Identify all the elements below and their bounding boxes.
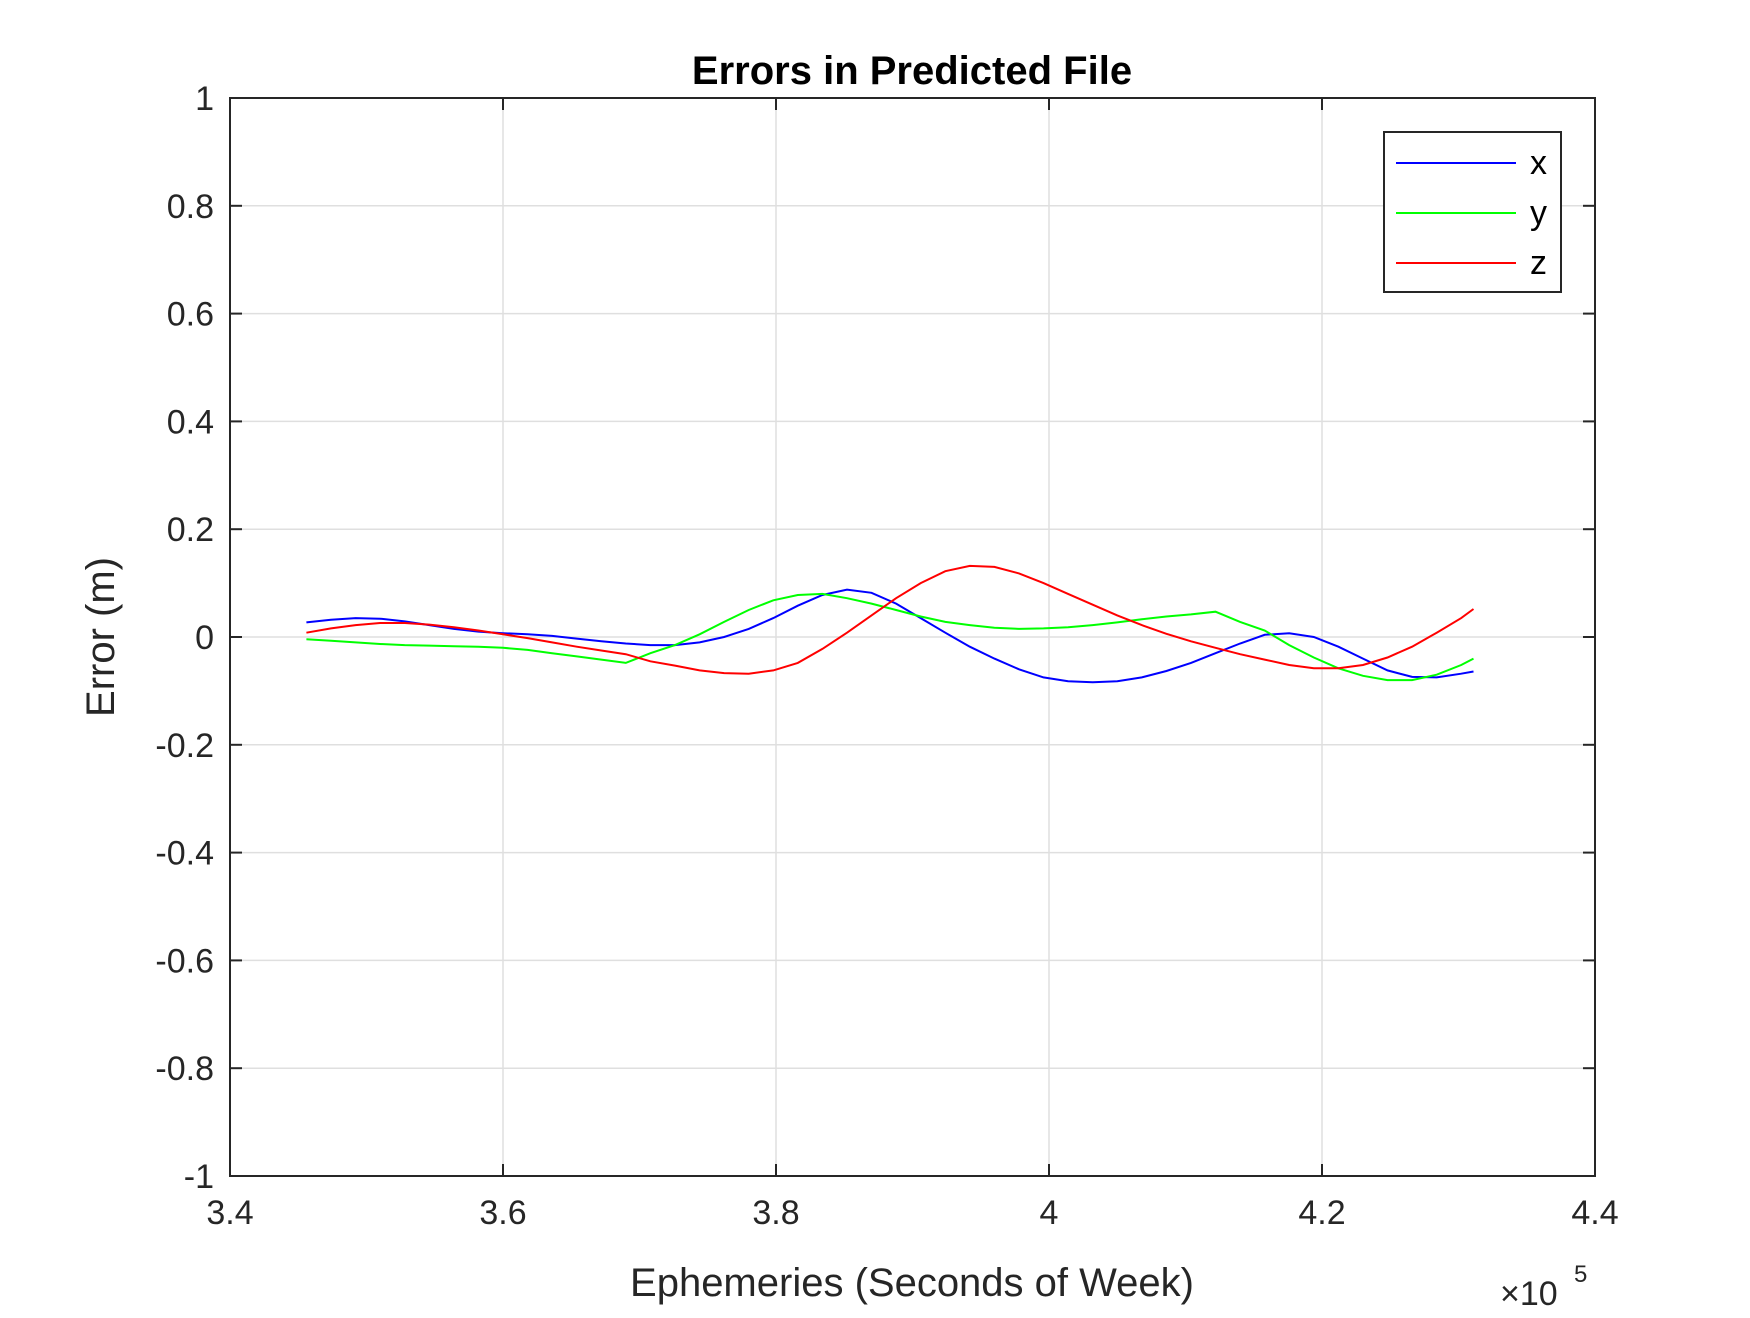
plot-frame [229,97,1596,1177]
x-tick-label: 3.6 [479,1194,526,1232]
x-exponent-base: ×10 [1500,1275,1558,1313]
y-tick-labels: -1 -0.8 -0.6 -0.4 -0.2 0 0.2 0.4 0.6 0.8 1 [155,80,214,1196]
y-tick-label: 0.8 [167,188,214,226]
series-lines [306,564,1475,684]
y-tick-label: -0.8 [155,1050,214,1088]
legend-label-y: y [1530,194,1547,232]
x-tick-label: 4.2 [1298,1194,1345,1232]
series-line-z [306,564,1475,675]
y-tick-label: 0.4 [167,403,214,441]
legend-label-z: z [1530,244,1547,282]
chart-title: Errors in Predicted File [692,49,1132,93]
series-line-y [306,592,1474,682]
x-exponent-power: 5 [1574,1261,1587,1288]
x-tick-label: 3.8 [752,1194,799,1232]
x-axis-label: Ephemeries (Seconds of Week) [630,1261,1194,1305]
y-tick-label: -0.2 [155,727,214,765]
legend-label-x: x [1530,144,1547,182]
y-tick-label: 0.2 [167,511,214,549]
x-exponent: ×10 5 [1500,1261,1587,1313]
y-tick-label: 0.6 [167,296,214,334]
x-tick-label: 4.4 [1571,1194,1618,1232]
series-line-x [306,588,1474,684]
y-axis-label: Error (m) [79,557,123,717]
x-tick-labels: 3.4 3.6 3.8 4 4.2 4.4 [206,1194,1618,1232]
y-tick-label: -1 [184,1158,214,1196]
x-tick-label: 4 [1040,1194,1059,1232]
y-tick-label: 1 [195,80,214,118]
legend[interactable]: xyz [1383,131,1562,293]
y-tick-label: -0.4 [155,835,214,873]
x-tick-label: 3.4 [206,1194,253,1232]
y-tick-label: -0.6 [155,942,214,980]
y-tick-label: 0 [195,619,214,657]
